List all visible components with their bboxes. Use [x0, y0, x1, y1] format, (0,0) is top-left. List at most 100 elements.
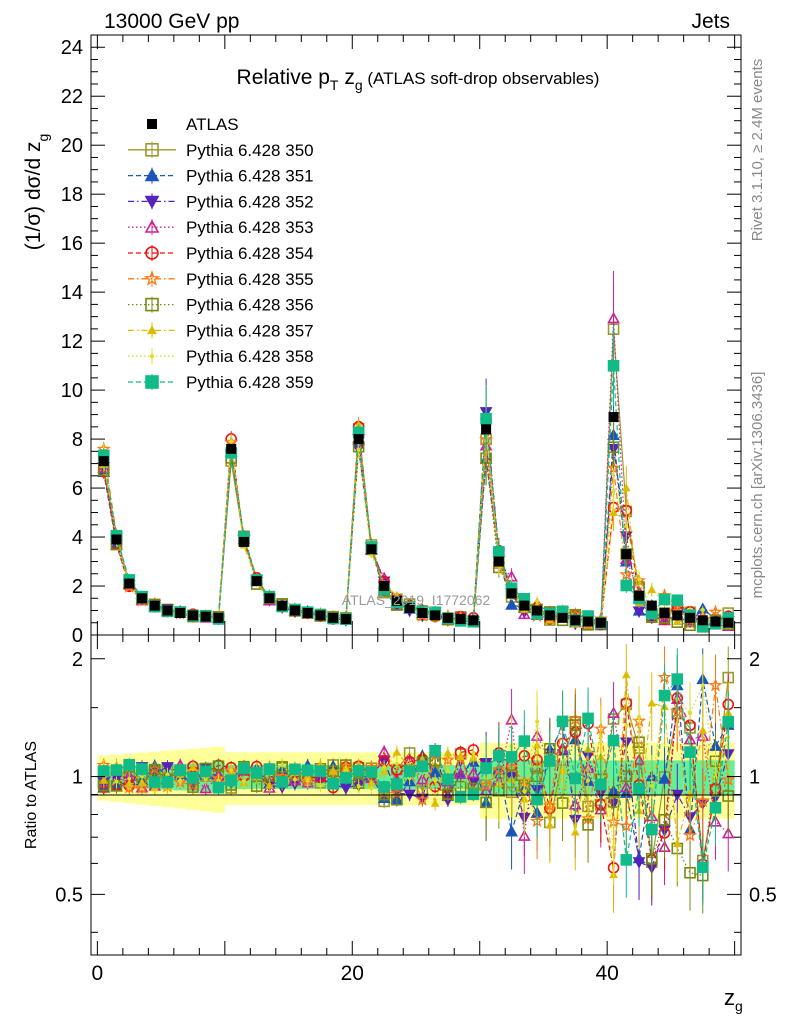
ratio-point — [97, 765, 110, 777]
ratio-point — [611, 845, 616, 850]
legend-entry-353: Pythia 6.428 353 — [128, 218, 314, 237]
y-tick-label: 18 — [61, 184, 83, 206]
series-point — [672, 617, 682, 626]
series-point — [700, 607, 705, 612]
legend-marker — [145, 246, 159, 260]
ratio-series-layer — [96, 644, 736, 914]
ratio-point — [241, 779, 246, 784]
legend-label-atlas: ATLAS — [186, 115, 239, 134]
ratio-point — [722, 716, 735, 728]
series-point — [607, 311, 620, 324]
legend-entry-351: Pythia 6.428 351 — [128, 167, 314, 186]
ratio-point — [632, 857, 646, 869]
ratio-point — [212, 781, 225, 794]
ratio-point — [522, 789, 527, 794]
chart-title: Relative pT zg (ATLAS soft-drop observab… — [237, 66, 600, 93]
ratio-point — [621, 670, 631, 679]
ratio-point — [327, 777, 339, 790]
ratio-point — [280, 763, 285, 768]
ratio-point — [672, 839, 682, 847]
legend-marker — [150, 354, 154, 359]
legend-label: Pythia 6.428 354 — [186, 244, 314, 263]
atlas-data-point — [277, 600, 288, 611]
series-point — [517, 607, 531, 620]
ratio-point — [466, 766, 480, 779]
ratio-point — [199, 781, 213, 794]
y-tick-label: 2 — [72, 576, 83, 598]
ratio-point — [442, 773, 454, 786]
analysis-watermark: ATLAS_2019_I1772062 — [342, 592, 491, 608]
ratio-point — [352, 765, 365, 777]
atlas-data-point — [226, 443, 237, 454]
ratio-point — [582, 712, 594, 725]
atlas-data-point — [340, 614, 351, 625]
ratio-point — [493, 749, 505, 762]
ratio-point — [314, 765, 327, 777]
legend-marker — [144, 167, 160, 182]
atlas-data-point — [634, 590, 645, 601]
ratio-point — [695, 793, 710, 808]
ratio-point — [318, 783, 323, 788]
ratio-point — [416, 772, 429, 785]
ratio-point — [709, 802, 722, 814]
legend-entry-357: Pythia 6.428 357 — [128, 321, 314, 340]
ratio-point — [187, 772, 199, 784]
atlas-data-point — [315, 610, 326, 621]
legend-marker — [145, 297, 159, 312]
ratio-point — [454, 767, 467, 779]
ratio-tick-label: 2 — [72, 649, 83, 671]
atlas-data-point — [124, 578, 135, 589]
atlas-data-point — [621, 549, 632, 560]
atlas-data-point — [404, 603, 415, 614]
ratio-line — [103, 695, 729, 868]
ratio-point — [292, 777, 297, 782]
legend-label: Pythia 6.428 355 — [186, 270, 314, 289]
legend: ATLAS Pythia 6.428 350 Pythia 6.428 351 Pyt… — [128, 115, 314, 392]
series-point — [708, 604, 723, 618]
series-point — [658, 593, 671, 606]
x-axis-label: zg — [724, 985, 743, 1014]
ratio-point — [407, 776, 412, 781]
y-tick-label: 10 — [61, 380, 83, 402]
ratio-point — [569, 719, 582, 731]
ratio-point — [301, 764, 314, 777]
ratio-tick-label-right: 0.5 — [749, 884, 777, 906]
atlas-data-point — [353, 434, 364, 445]
atlas-data-point — [328, 612, 339, 623]
ratio-line — [103, 723, 729, 869]
atlas-data-point — [481, 424, 492, 435]
ratio-point — [415, 792, 430, 806]
ratio-point — [382, 765, 387, 770]
ratio-point — [637, 714, 642, 719]
legend-marker — [145, 375, 159, 389]
ratio-point — [698, 725, 708, 734]
ratio-point — [416, 760, 429, 773]
atlas-data-point — [455, 614, 466, 625]
atlas-data-point — [723, 617, 734, 628]
x-tick-label: 40 — [595, 962, 618, 985]
ratio-point — [582, 819, 594, 831]
ratio-point — [305, 778, 310, 783]
header-category: Jets — [691, 10, 730, 33]
x-tick-label: 0 — [92, 962, 104, 985]
atlas-data-point — [659, 607, 670, 618]
ratio-point — [440, 752, 455, 766]
ratio-point — [535, 719, 540, 724]
ratio-tick-label: 1 — [72, 767, 83, 789]
series-point — [535, 599, 540, 604]
ratio-point — [225, 774, 237, 787]
atlas-data-point — [238, 536, 249, 547]
legend-label: Pythia 6.428 358 — [186, 347, 314, 366]
ratio-point — [517, 829, 531, 841]
y-tick-label: 20 — [61, 135, 83, 157]
ratio-point — [456, 752, 465, 760]
ratio-point — [467, 788, 480, 801]
atlas-data-point — [519, 600, 530, 611]
legend-entry-358: Pythia 6.428 358 — [128, 347, 314, 366]
ratio-point — [429, 745, 441, 757]
y-tick-label: 22 — [61, 86, 83, 108]
atlas-data-point — [506, 588, 517, 599]
atlas-data-point — [685, 612, 696, 623]
atlas-data-point — [264, 593, 275, 604]
atlas-data-point — [710, 616, 721, 627]
